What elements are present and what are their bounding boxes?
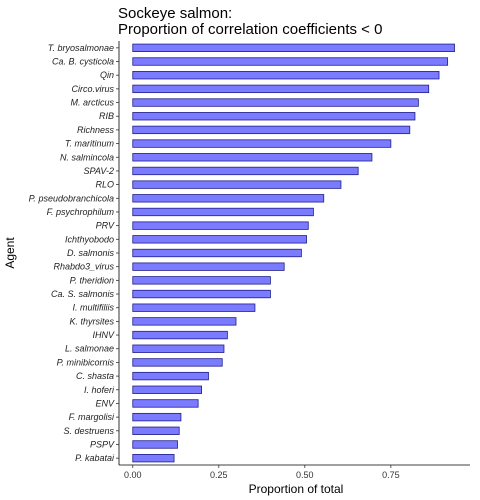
bar (132, 371, 209, 381)
bar (132, 207, 314, 217)
bar (132, 139, 392, 148)
y-tick-label: F. psychrophilum (47, 207, 115, 217)
bar (132, 71, 440, 80)
y-tick-label: C. shasta (76, 371, 114, 381)
y-tick-label: K. thyrsites (69, 316, 114, 326)
bar (132, 412, 182, 422)
y-tick-label: P. minibicornis (57, 357, 115, 367)
y-tick-label: Qin (100, 70, 114, 80)
bar (132, 84, 430, 94)
y-tick-label: PRV (96, 221, 115, 231)
y-tick-label: RIB (99, 111, 114, 121)
y-tick-label: Circo.virus (71, 84, 114, 94)
bar (132, 166, 359, 176)
x-tick-label: 0.25 (210, 470, 228, 480)
bar (132, 194, 325, 203)
bar (132, 112, 416, 121)
bar (132, 262, 285, 271)
bar (132, 440, 178, 449)
x-tick-label: 0.75 (382, 470, 400, 480)
y-axis-title: Agent (3, 237, 17, 269)
bar (132, 180, 342, 189)
y-tick-label: ENV (95, 398, 115, 408)
y-tick-label: T. bryosalmonae (48, 43, 114, 53)
y-axis-ticks: T. bryosalmonae Ca. B. cysticola Qin Circo.… (29, 43, 119, 463)
y-tick-label: P. kabatai (75, 453, 115, 463)
x-axis-ticks: 0.00 0.25 0.50 0.75 (124, 465, 400, 480)
y-tick-label: D. salmonis (67, 248, 115, 258)
bar (132, 98, 419, 107)
y-tick-label: PSPV (90, 439, 115, 449)
y-tick-label: P. pseudobranchicola (29, 193, 114, 203)
y-tick-label: F. margolisi (69, 412, 115, 422)
x-tick-label: 0.00 (124, 470, 142, 480)
y-tick-label: I. multifiliis (72, 303, 114, 313)
bar (132, 125, 411, 135)
y-tick-label: I. hoferi (84, 385, 115, 395)
bar (132, 385, 202, 394)
y-tick-label: L. salmonae (65, 344, 114, 354)
x-tick-label: 0.50 (296, 470, 314, 480)
y-tick-label: N. salmincola (60, 152, 114, 162)
y-tick-label: RLO (95, 180, 114, 190)
bar (132, 43, 455, 52)
bar (132, 317, 237, 326)
y-tick-label: Ca. B. cysticola (52, 57, 114, 67)
bar (132, 303, 256, 312)
plot-area (132, 43, 455, 463)
y-tick-label: SPAV-2 (83, 166, 114, 176)
bar (132, 399, 199, 408)
bar (132, 221, 309, 230)
bar (132, 289, 271, 299)
y-tick-label: Rhabdo3_virus (53, 262, 114, 272)
bar (132, 426, 180, 435)
y-tick-label: M. arcticus (70, 98, 114, 108)
bar (132, 57, 449, 66)
chart-title-line-1: Sockeye salmon: (118, 5, 232, 22)
bar (132, 276, 271, 285)
x-axis-title: Proportion of total (249, 482, 344, 496)
y-tick-label: Ca. S. salmonis (51, 289, 115, 299)
bar (132, 153, 373, 162)
bar (132, 235, 307, 244)
y-tick-label: S. destruens (63, 426, 114, 436)
y-tick-label: Ichthyobodo (65, 234, 114, 244)
bar (132, 330, 228, 340)
y-tick-label: Richness (77, 125, 115, 135)
y-tick-label: P. theridion (70, 275, 114, 285)
bar (132, 344, 225, 353)
y-tick-label: IHNV (92, 330, 114, 340)
bar (132, 248, 302, 258)
chart-title-line-2: Proportion of correlation coefficients <… (118, 21, 382, 38)
bar (132, 453, 175, 463)
bar (132, 358, 223, 367)
y-tick-label: T. maritinum (65, 139, 115, 149)
